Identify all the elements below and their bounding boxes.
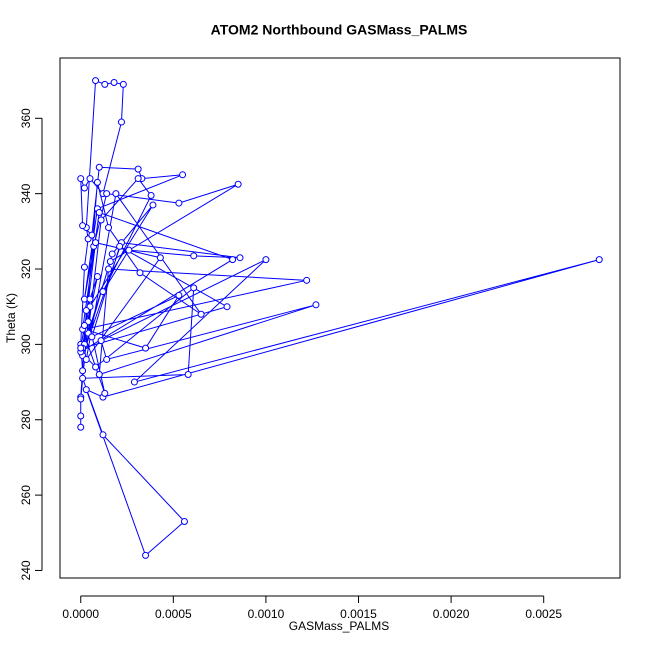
data-point — [99, 288, 107, 296]
data-point — [595, 256, 603, 264]
data-point — [93, 178, 101, 186]
data-point — [79, 374, 87, 382]
data-point — [147, 192, 155, 200]
data-point — [262, 256, 270, 264]
data-point — [130, 378, 138, 386]
y-tick-label: 340 — [19, 183, 33, 203]
data-point — [234, 180, 242, 188]
data-point — [105, 224, 113, 232]
data-point — [92, 239, 100, 247]
data-point — [184, 371, 192, 379]
data-point — [116, 242, 124, 250]
plot-frame — [59, 57, 621, 579]
y-tick-label: 300 — [19, 334, 33, 354]
data-point — [229, 256, 237, 264]
data-point — [77, 395, 85, 403]
y-tick-label: 280 — [19, 409, 33, 429]
data-point — [134, 165, 142, 173]
x-tick-label: 0.0015 — [340, 607, 377, 621]
x-axis-label: GASMass_PALMS — [289, 619, 389, 633]
data-point — [79, 367, 87, 375]
data-point — [105, 265, 113, 273]
data-point — [99, 431, 107, 439]
data-point — [77, 412, 85, 420]
x-tick-label: 0.0020 — [433, 607, 470, 621]
data-point — [125, 246, 133, 254]
data-point — [93, 273, 101, 281]
data-point — [312, 301, 320, 309]
y-tick-label: 260 — [19, 485, 33, 505]
data-point — [190, 284, 198, 292]
data-point — [86, 175, 94, 183]
chart-title: ATOM2 Northbound GASMass_PALMS — [211, 22, 468, 38]
x-tick-label: 0.0025 — [525, 607, 562, 621]
data-point — [303, 276, 311, 284]
y-tick-label: 320 — [19, 259, 33, 279]
data-point — [79, 222, 87, 230]
y-tick-label: 360 — [19, 108, 33, 128]
data-point — [156, 254, 164, 262]
data-point — [117, 118, 125, 126]
data-point — [175, 199, 183, 207]
data-point — [82, 355, 90, 363]
y-axis-label: Theta (K) — [4, 293, 18, 343]
data-point — [82, 306, 90, 314]
data-point — [236, 254, 244, 262]
data-point — [103, 355, 111, 363]
data-point — [80, 322, 88, 330]
x-tick-label: 0.0005 — [155, 607, 192, 621]
data-point — [88, 231, 96, 239]
data-point — [95, 208, 103, 216]
x-tick-label: 0.0000 — [62, 607, 99, 621]
data-point — [142, 344, 150, 352]
data-point — [77, 423, 85, 431]
data-point — [108, 250, 116, 258]
data-point — [119, 80, 127, 88]
x-tick-label: 0.0010 — [248, 607, 285, 621]
data-point — [180, 517, 188, 525]
data-point — [101, 389, 109, 397]
data-point — [142, 551, 150, 559]
data-point — [97, 216, 105, 224]
data-point — [175, 291, 183, 299]
data-point — [86, 295, 94, 303]
y-tick-label: 240 — [19, 560, 33, 580]
data-point — [95, 371, 103, 379]
data-point — [112, 190, 120, 198]
data-point — [149, 201, 157, 209]
data-point — [101, 80, 109, 88]
data-point — [136, 269, 144, 277]
data-point — [106, 257, 114, 265]
data-point — [88, 333, 96, 341]
data-point — [190, 252, 198, 260]
data-point — [110, 78, 118, 86]
data-point — [223, 303, 231, 311]
data-point — [179, 171, 187, 179]
data-point — [92, 363, 100, 371]
data-point — [92, 77, 100, 85]
data-point — [134, 175, 142, 183]
data-point — [82, 386, 90, 394]
data-point — [77, 175, 85, 183]
data-point — [80, 263, 88, 271]
data-point — [95, 163, 103, 171]
data-point — [97, 337, 105, 345]
data-point — [103, 190, 111, 198]
data-point — [77, 344, 85, 352]
data-point — [197, 310, 205, 318]
data-point — [80, 184, 88, 192]
